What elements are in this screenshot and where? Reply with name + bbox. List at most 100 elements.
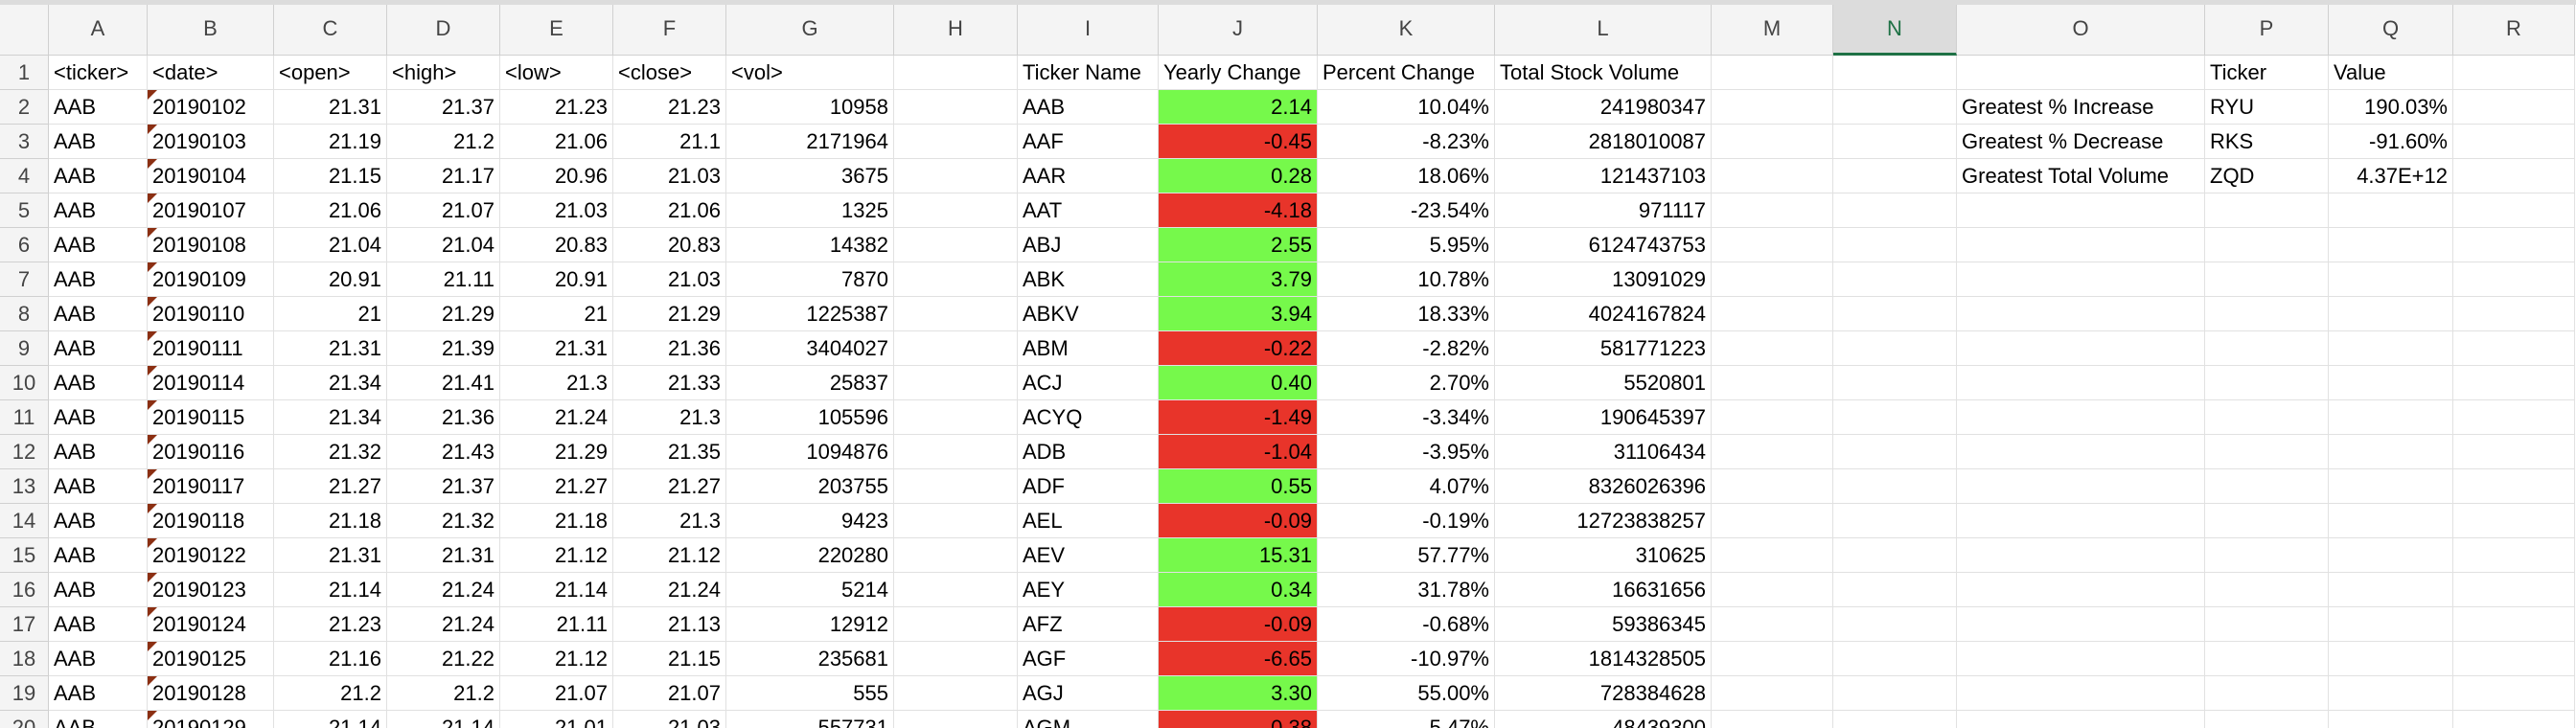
cell[interactable]: 21.37 — [387, 90, 500, 125]
cell[interactable]: 20190111 — [148, 331, 274, 366]
cell[interactable]: ADF — [1018, 469, 1159, 504]
cell[interactable] — [1712, 297, 1833, 331]
cell[interactable]: 21.27 — [274, 469, 387, 504]
cell[interactable]: 9423 — [726, 504, 894, 538]
cell[interactable]: 20190118 — [148, 504, 274, 538]
cell[interactable] — [1833, 711, 1957, 728]
cell[interactable]: 2818010087 — [1495, 125, 1712, 159]
cell[interactable] — [894, 125, 1018, 159]
cell[interactable]: 21.3 — [500, 366, 613, 400]
cell[interactable]: 20190107 — [148, 193, 274, 228]
cell[interactable]: 21.07 — [387, 193, 500, 228]
cell[interactable]: 0.28 — [1159, 159, 1318, 193]
cell[interactable]: 55.00% — [1318, 676, 1495, 711]
cell[interactable] — [1712, 676, 1833, 711]
cell[interactable]: 203755 — [726, 469, 894, 504]
cell[interactable] — [1833, 538, 1957, 573]
cell[interactable]: -10.97% — [1318, 642, 1495, 676]
cell[interactable]: RYU — [2205, 90, 2329, 125]
cell[interactable]: Value — [2329, 56, 2453, 90]
cell[interactable]: 555 — [726, 676, 894, 711]
cell[interactable]: 190.03% — [2329, 90, 2453, 125]
cell[interactable] — [2329, 607, 2453, 642]
cell[interactable] — [1712, 711, 1833, 728]
cell[interactable]: 20190128 — [148, 676, 274, 711]
column-header[interactable]: G — [726, 5, 894, 56]
cell[interactable]: -0.09 — [1159, 607, 1318, 642]
cell[interactable] — [2453, 504, 2575, 538]
cell[interactable] — [894, 607, 1018, 642]
cell[interactable]: 310625 — [1495, 538, 1712, 573]
cell[interactable]: <open> — [274, 56, 387, 90]
cell[interactable] — [2329, 435, 2453, 469]
cell[interactable]: 2171964 — [726, 125, 894, 159]
cell[interactable]: 21.36 — [387, 400, 500, 435]
cell[interactable]: 1225387 — [726, 297, 894, 331]
cell[interactable]: 20190109 — [148, 262, 274, 297]
cell[interactable]: 121437103 — [1495, 159, 1712, 193]
cell[interactable]: 21.31 — [500, 331, 613, 366]
cell[interactable] — [1957, 711, 2205, 728]
cell[interactable]: 21.27 — [500, 469, 613, 504]
cell[interactable]: 12912 — [726, 607, 894, 642]
column-header[interactable]: N — [1833, 5, 1957, 56]
cell[interactable] — [2329, 642, 2453, 676]
cell[interactable] — [1712, 538, 1833, 573]
cell[interactable]: 20190110 — [148, 297, 274, 331]
cell[interactable] — [1833, 642, 1957, 676]
cell[interactable]: 8326026396 — [1495, 469, 1712, 504]
cell[interactable] — [1957, 435, 2205, 469]
cell[interactable] — [894, 90, 1018, 125]
cell[interactable]: 20190129 — [148, 711, 274, 728]
cell[interactable] — [2205, 297, 2329, 331]
row-header[interactable]: 1 — [0, 56, 49, 90]
cell[interactable]: ACYQ — [1018, 400, 1159, 435]
cell[interactable] — [1957, 676, 2205, 711]
cell[interactable] — [1712, 125, 1833, 159]
cell[interactable]: AEY — [1018, 573, 1159, 607]
cell[interactable]: 21.18 — [500, 504, 613, 538]
column-header[interactable]: B — [148, 5, 274, 56]
cell[interactable] — [894, 262, 1018, 297]
cell[interactable] — [1957, 193, 2205, 228]
cell[interactable]: -0.22 — [1159, 331, 1318, 366]
column-header[interactable]: I — [1018, 5, 1159, 56]
cell[interactable] — [1833, 262, 1957, 297]
cell[interactable] — [2453, 331, 2575, 366]
cell[interactable]: <vol> — [726, 56, 894, 90]
cell[interactable] — [1712, 435, 1833, 469]
row-header[interactable]: 19 — [0, 676, 49, 711]
cell[interactable] — [2453, 193, 2575, 228]
column-header[interactable]: H — [894, 5, 1018, 56]
cell[interactable]: 2.14 — [1159, 90, 1318, 125]
cell[interactable] — [2205, 193, 2329, 228]
cell[interactable] — [2205, 331, 2329, 366]
cell[interactable]: 3675 — [726, 159, 894, 193]
cell[interactable]: 18.06% — [1318, 159, 1495, 193]
cell[interactable]: AEV — [1018, 538, 1159, 573]
cell[interactable]: 20.91 — [500, 262, 613, 297]
cell[interactable]: AAB — [49, 90, 148, 125]
cell[interactable] — [2453, 469, 2575, 504]
cell[interactable]: AGJ — [1018, 676, 1159, 711]
cell[interactable]: 21.24 — [387, 607, 500, 642]
cell[interactable] — [2453, 642, 2575, 676]
cell[interactable]: AAB — [49, 193, 148, 228]
cell[interactable] — [1957, 297, 2205, 331]
cell[interactable] — [2329, 400, 2453, 435]
cell[interactable]: AAB — [49, 538, 148, 573]
column-header[interactable]: K — [1318, 5, 1495, 56]
cell[interactable] — [2329, 469, 2453, 504]
cell[interactable]: 21.34 — [274, 366, 387, 400]
cell[interactable] — [2205, 228, 2329, 262]
cell[interactable]: 220280 — [726, 538, 894, 573]
cell[interactable] — [2205, 469, 2329, 504]
cell[interactable]: 21.06 — [613, 193, 726, 228]
cell[interactable] — [2329, 366, 2453, 400]
cell[interactable] — [2453, 262, 2575, 297]
cell[interactable] — [1712, 159, 1833, 193]
row-header[interactable]: 14 — [0, 504, 49, 538]
cell[interactable] — [2329, 193, 2453, 228]
row-header[interactable]: 8 — [0, 297, 49, 331]
column-header[interactable]: J — [1159, 5, 1318, 56]
